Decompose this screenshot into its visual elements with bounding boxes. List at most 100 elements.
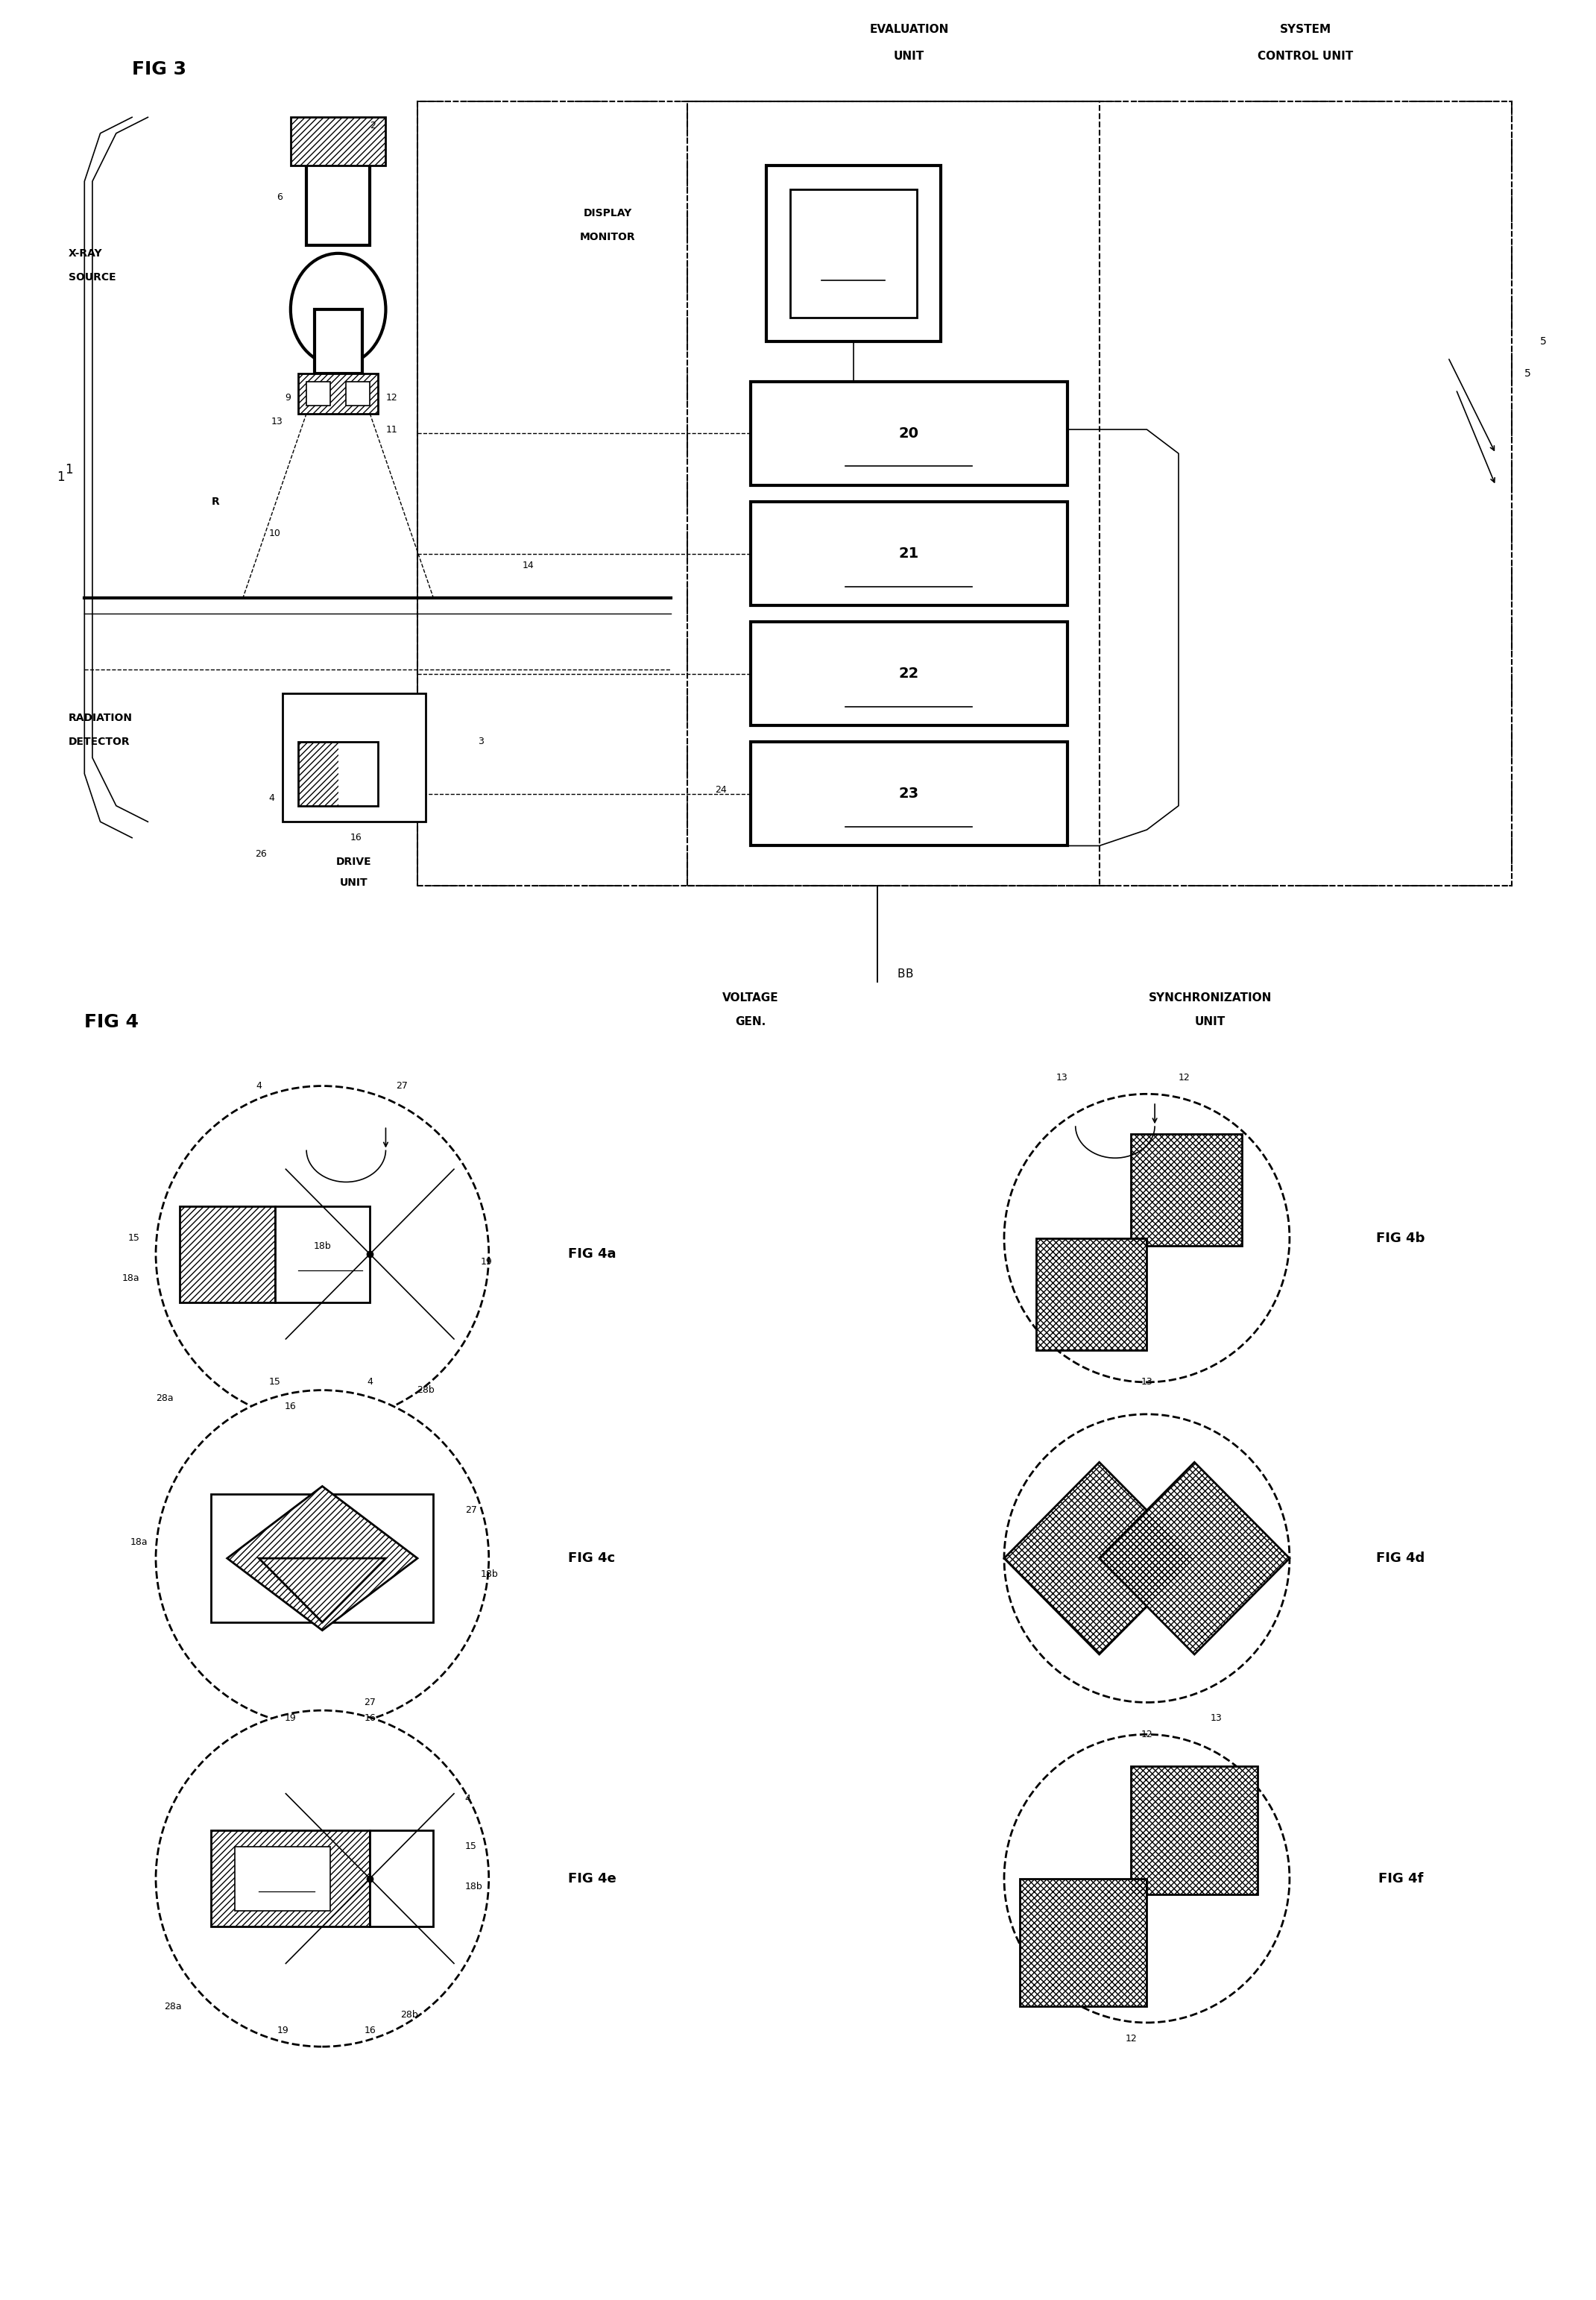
Bar xyxy=(750,621,1068,727)
Text: 14: 14 xyxy=(522,561,535,570)
Bar xyxy=(370,1831,433,1927)
Bar xyxy=(418,101,1100,886)
Text: 4: 4 xyxy=(255,1081,262,1090)
Text: 21: 21 xyxy=(899,547,919,561)
Text: 22: 22 xyxy=(899,667,919,681)
Text: 26: 26 xyxy=(255,849,267,858)
Text: 24: 24 xyxy=(715,784,726,794)
Text: 2: 2 xyxy=(370,120,375,131)
Text: 13: 13 xyxy=(1141,1378,1152,1387)
Bar xyxy=(211,1831,370,1927)
Bar xyxy=(1020,1879,1148,2006)
Text: X-RAY: X-RAY xyxy=(69,248,102,258)
Text: B: B xyxy=(897,968,905,980)
Bar xyxy=(750,741,1068,846)
Bar xyxy=(346,382,370,405)
Circle shape xyxy=(1004,1734,1290,2022)
Text: 16: 16 xyxy=(364,2026,375,2036)
Text: FIG 3: FIG 3 xyxy=(132,60,187,78)
Text: 15: 15 xyxy=(128,1233,140,1242)
Circle shape xyxy=(1004,1414,1290,1702)
Text: 13: 13 xyxy=(271,416,282,426)
Bar xyxy=(1132,1134,1242,1247)
Text: B: B xyxy=(905,968,913,980)
Text: 27: 27 xyxy=(396,1081,407,1090)
Text: CONTROL UNIT: CONTROL UNIT xyxy=(1258,51,1353,62)
Text: 28b: 28b xyxy=(401,2010,418,2019)
Text: 6: 6 xyxy=(276,193,282,202)
Text: 27: 27 xyxy=(464,1507,477,1516)
Bar xyxy=(314,310,362,373)
Bar xyxy=(306,382,330,405)
Bar xyxy=(1132,1134,1242,1247)
Text: SYNCHRONIZATION: SYNCHRONIZATION xyxy=(1149,991,1272,1003)
Text: FIG 4c: FIG 4c xyxy=(568,1552,616,1564)
Bar xyxy=(766,166,940,340)
Text: R: R xyxy=(211,497,219,506)
Bar xyxy=(211,1831,370,1927)
Bar xyxy=(1132,1766,1258,1895)
Polygon shape xyxy=(259,1559,386,1621)
Polygon shape xyxy=(1100,1463,1290,1654)
Bar xyxy=(750,501,1068,605)
Text: DRIVE: DRIVE xyxy=(337,856,372,867)
Text: 27: 27 xyxy=(364,1697,375,1707)
Text: 18b: 18b xyxy=(313,1242,330,1251)
Text: SYSTEM: SYSTEM xyxy=(1280,23,1331,34)
Text: 28b: 28b xyxy=(417,1385,434,1396)
Text: DETECTOR: DETECTOR xyxy=(69,736,131,748)
Text: UNIT: UNIT xyxy=(894,51,924,62)
Bar xyxy=(306,150,370,246)
Bar xyxy=(290,117,386,166)
Text: 18b: 18b xyxy=(480,1569,498,1580)
Text: 5: 5 xyxy=(1540,336,1547,347)
Text: 18a: 18a xyxy=(123,1274,140,1283)
Text: GEN.: GEN. xyxy=(736,1017,766,1028)
Text: UNIT: UNIT xyxy=(1195,1017,1226,1028)
Text: 15: 15 xyxy=(464,1842,477,1852)
Circle shape xyxy=(156,1389,488,1727)
Text: 18a: 18a xyxy=(275,1868,290,1874)
Bar xyxy=(1020,1879,1148,2006)
Text: 16: 16 xyxy=(284,1401,297,1410)
Text: EVALUATION: EVALUATION xyxy=(870,23,948,34)
Bar xyxy=(180,1205,275,1302)
Text: 23: 23 xyxy=(899,787,919,800)
Bar xyxy=(211,1495,433,1621)
Bar xyxy=(790,189,918,317)
Text: 16: 16 xyxy=(364,1713,375,1723)
Text: 12: 12 xyxy=(1178,1074,1191,1083)
Bar xyxy=(235,1847,330,1911)
Circle shape xyxy=(156,1711,488,2047)
Text: FIG 4: FIG 4 xyxy=(85,1012,139,1030)
Text: 11: 11 xyxy=(386,426,397,435)
Circle shape xyxy=(1004,1095,1290,1382)
Text: 16: 16 xyxy=(350,833,362,842)
Text: 20: 20 xyxy=(899,426,919,442)
Text: 1: 1 xyxy=(65,462,72,476)
Text: FIG 4b: FIG 4b xyxy=(1376,1230,1425,1244)
Text: 4: 4 xyxy=(464,1794,471,1803)
Bar xyxy=(275,1205,370,1302)
Text: 12: 12 xyxy=(1125,2033,1136,2042)
Bar xyxy=(298,373,378,414)
Text: FIG 4e: FIG 4e xyxy=(568,1872,616,1886)
Text: 15: 15 xyxy=(268,1378,281,1387)
Bar xyxy=(1036,1237,1148,1350)
Text: 13: 13 xyxy=(1210,1713,1223,1723)
Bar xyxy=(298,741,378,805)
Bar xyxy=(298,373,378,414)
Text: FIG 4a: FIG 4a xyxy=(568,1247,616,1260)
Text: 5: 5 xyxy=(1524,368,1531,380)
Polygon shape xyxy=(1004,1463,1194,1654)
Bar xyxy=(1132,1766,1258,1895)
Text: 18b: 18b xyxy=(464,1881,482,1891)
Polygon shape xyxy=(227,1486,418,1631)
Text: 28a: 28a xyxy=(156,1394,174,1403)
Text: 18a: 18a xyxy=(131,1536,148,1548)
Bar xyxy=(686,101,1511,886)
Text: 19: 19 xyxy=(276,2026,289,2036)
Circle shape xyxy=(156,1086,488,1421)
Text: FIG 4d: FIG 4d xyxy=(1376,1552,1425,1564)
Bar xyxy=(290,117,386,166)
